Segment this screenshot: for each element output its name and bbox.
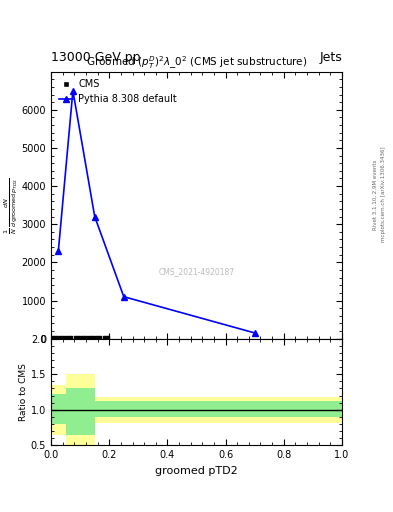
Pythia 8.308 default (121, 293, 126, 300)
CMS (51, 334, 58, 343)
CMS (66, 334, 72, 343)
CMS (73, 334, 80, 343)
Text: mcplots.cern.ch [arXiv:1306.3436]: mcplots.cern.ch [arXiv:1306.3436] (381, 147, 386, 242)
CMS (95, 334, 101, 343)
CMS (59, 334, 65, 343)
X-axis label: groomed pTD2: groomed pTD2 (155, 466, 238, 476)
Legend: CMS, Pythia 8.308 default: CMS, Pythia 8.308 default (56, 76, 180, 107)
Pythia 8.308 default (71, 88, 75, 94)
Pythia 8.308 default (92, 214, 97, 220)
Pythia 8.308 default (252, 330, 257, 336)
CMS (81, 334, 87, 343)
Line: Pythia 8.308 default: Pythia 8.308 default (55, 87, 258, 336)
Text: 13000 GeV pp: 13000 GeV pp (51, 51, 141, 64)
Y-axis label: $\frac{1}{N}\,\frac{dN}{d\,\mathrm{groomed}\,p_{TD2}}$: $\frac{1}{N}\,\frac{dN}{d\,\mathrm{groom… (3, 177, 20, 233)
Text: Jets: Jets (319, 51, 342, 64)
Text: CMS_2021-4920187: CMS_2021-4920187 (158, 267, 235, 276)
Pythia 8.308 default (56, 248, 61, 254)
Y-axis label: Ratio to CMS: Ratio to CMS (19, 363, 28, 421)
CMS (103, 334, 109, 343)
Title: Groomed $(p_T^D)^2\lambda\_0^2$ (CMS jet substructure): Groomed $(p_T^D)^2\lambda\_0^2$ (CMS jet… (86, 54, 307, 71)
Text: Rivet 3.1.10, 2.9M events: Rivet 3.1.10, 2.9M events (373, 159, 378, 230)
CMS (88, 334, 94, 343)
